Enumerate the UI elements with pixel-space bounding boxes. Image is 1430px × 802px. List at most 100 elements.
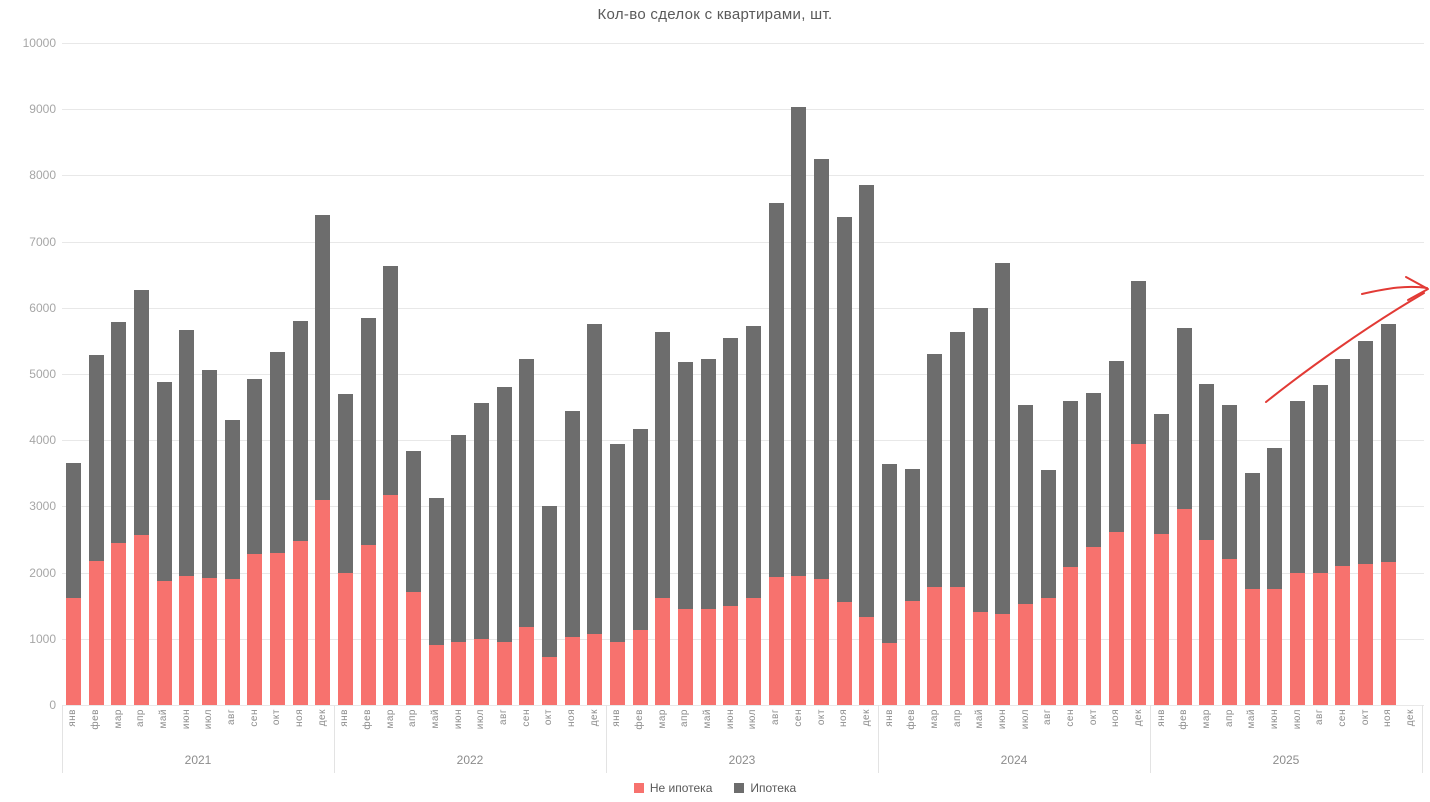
bar-segment-ipoteka <box>405 451 421 593</box>
bar-segment-ipoteka <box>564 411 580 638</box>
legend-label-ne-ipoteka: Не ипотека <box>649 781 713 795</box>
x-tick-label: авг <box>226 709 238 726</box>
x-tick-label: авг <box>1042 709 1054 726</box>
bar-segment-ne-ipoteka <box>1199 539 1215 705</box>
bar-segment-ipoteka <box>156 381 172 581</box>
bar-slot <box>1332 43 1355 705</box>
year-separator <box>1422 705 1423 773</box>
bar-segment-ipoteka <box>428 497 444 646</box>
bar-segment-ipoteka <box>927 354 943 587</box>
bar-segment-ne-ipoteka <box>473 638 489 705</box>
bar-slot <box>1014 43 1037 705</box>
bar-segment-ipoteka <box>791 107 807 576</box>
bar-segment-ne-ipoteka <box>405 592 421 705</box>
bar-segment-ne-ipoteka <box>1131 443 1147 705</box>
year-label: 2023 <box>728 753 756 767</box>
bar-slot <box>1264 43 1287 705</box>
bar-slot <box>107 43 130 705</box>
bar-segment-ne-ipoteka <box>360 544 376 705</box>
bar-slot <box>85 43 108 705</box>
stacked-bar <box>995 263 1011 705</box>
bar-segment-ipoteka <box>451 434 467 643</box>
x-tick-label: сен <box>792 709 804 727</box>
grid-line <box>62 175 1424 177</box>
bar-segment-ne-ipoteka <box>700 609 716 705</box>
bar-slot <box>765 43 788 705</box>
x-tick-label: мар <box>928 709 940 729</box>
bar-segment-ipoteka <box>950 332 966 587</box>
x-tick-label: ноя <box>1110 709 1122 727</box>
stacked-bar <box>677 362 693 705</box>
stacked-bar <box>496 387 512 705</box>
bar-segment-ipoteka <box>360 317 376 545</box>
bar-segment-ne-ipoteka <box>972 612 988 705</box>
stacked-bar <box>269 351 285 705</box>
bar-slot <box>538 43 561 705</box>
stacked-bar <box>360 317 376 705</box>
stacked-bar <box>1040 470 1056 705</box>
bar-segment-ne-ipoteka <box>1312 572 1328 705</box>
bar-slot <box>1218 43 1241 705</box>
stacked-bar <box>88 355 104 705</box>
x-tick-label: мар <box>656 709 668 729</box>
bar-slot <box>946 43 969 705</box>
bar-segment-ipoteka <box>995 263 1011 614</box>
bar-slot <box>651 43 674 705</box>
year-axis: 2021 2022 2023 2024 2025 <box>62 753 1422 767</box>
bar-segment-ipoteka <box>1358 340 1374 564</box>
y-tick-label: 3000 <box>29 499 56 514</box>
x-tick-label: июн <box>452 709 464 730</box>
bar-segment-ne-ipoteka <box>383 495 399 705</box>
stacked-bar <box>1267 448 1283 705</box>
chart-title: Кол-во сделок с квартирами, шт. <box>597 6 833 23</box>
x-tick-label: ноя <box>294 709 306 727</box>
x-tick-label: окт <box>1087 709 1099 726</box>
bar-slot <box>357 43 380 705</box>
bar-segment-ne-ipoteka <box>451 642 467 705</box>
stacked-bar <box>179 330 195 705</box>
bar-segment-ne-ipoteka <box>836 602 852 705</box>
stacked-bar <box>655 332 671 705</box>
bar-slot <box>175 43 198 705</box>
stacked-bar <box>156 381 172 705</box>
x-tick-label: июл <box>747 709 759 730</box>
stacked-bar <box>745 325 761 705</box>
stacked-bar <box>904 468 920 705</box>
year-label: 2025 <box>1272 753 1300 767</box>
x-tick-label: дек <box>316 709 328 727</box>
bar-segment-ne-ipoteka <box>65 597 81 705</box>
bar-slot <box>561 43 584 705</box>
bar-slot <box>1309 43 1332 705</box>
bar-segment-ipoteka <box>65 463 81 598</box>
stacked-bar <box>587 324 603 705</box>
stacked-bar <box>405 451 421 705</box>
x-tick-label: июл <box>203 709 215 730</box>
stacked-bar <box>1312 385 1328 705</box>
x-tick-label: апр <box>951 709 963 728</box>
bar-slot <box>1150 43 1173 705</box>
bar-segment-ipoteka <box>836 217 852 603</box>
bar-segment-ipoteka <box>201 370 217 578</box>
x-tick-label: июн <box>1268 709 1280 730</box>
stacked-bar <box>451 434 467 705</box>
stacked-bar <box>224 420 240 705</box>
x-tick-label: янв <box>67 709 79 727</box>
grid-line <box>62 109 1424 111</box>
bar-slot <box>493 43 516 705</box>
bar-segment-ne-ipoteka <box>541 656 557 705</box>
stacked-bar <box>768 203 784 705</box>
stacked-bar <box>564 411 580 705</box>
y-tick-label: 6000 <box>29 300 56 315</box>
bar-segment-ne-ipoteka <box>995 613 1011 705</box>
stacked-bar <box>541 506 557 705</box>
bar-segment-ne-ipoteka <box>1108 531 1124 705</box>
x-tick-label: сен <box>248 709 260 727</box>
bar-segment-ne-ipoteka <box>519 626 535 705</box>
bar-segment-ne-ipoteka <box>1154 534 1170 705</box>
bar-segment-ipoteka <box>1018 405 1034 605</box>
stacked-bar <box>1222 405 1238 705</box>
bar-slot <box>674 43 697 705</box>
bar-slot <box>266 43 289 705</box>
bar-segment-ipoteka <box>224 420 240 580</box>
bar-segment-ipoteka <box>1154 414 1170 535</box>
